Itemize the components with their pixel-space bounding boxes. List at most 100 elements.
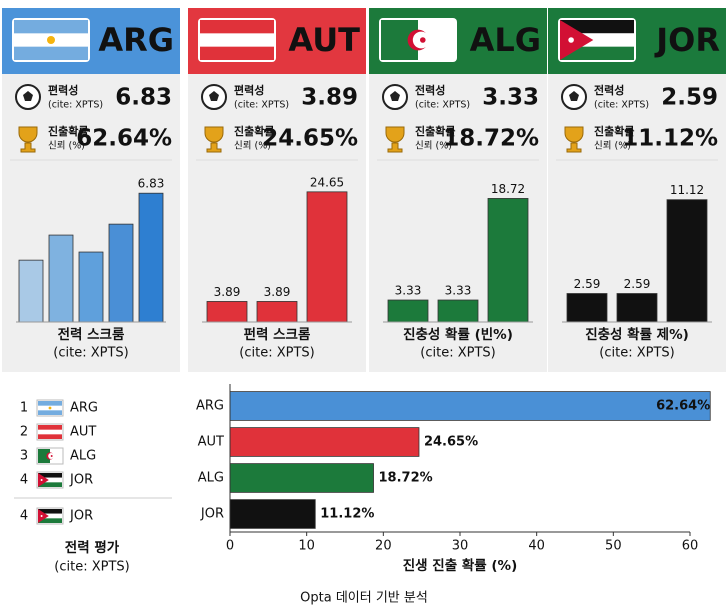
x-axis-label: 진생 진출 확률 (%) — [403, 557, 518, 574]
bar — [616, 293, 658, 323]
bar-value-label: 6.83 — [138, 177, 165, 191]
rank-number: 2 — [20, 425, 28, 440]
team-code: AUT — [288, 21, 360, 59]
team-code: ARG — [98, 21, 174, 59]
flag-star — [50, 455, 53, 457]
flag-star — [40, 479, 43, 481]
stat-label: 진출확률 — [415, 124, 455, 138]
x-tick-label: 40 — [528, 539, 545, 554]
stat-value: 3.89 — [301, 85, 358, 111]
rank-code: JOR — [69, 509, 93, 524]
bar — [437, 299, 479, 323]
bar — [108, 223, 134, 323]
stat-label: 진출확률 — [48, 124, 88, 138]
bar-value-label: 24.65 — [310, 175, 344, 189]
bar-value-label: 18.72 — [491, 182, 525, 196]
chart-title: 진충성 확률 제%) — [585, 326, 689, 343]
bar — [229, 463, 374, 493]
flag-sun — [47, 36, 55, 44]
stat-value: 24.65% — [262, 126, 358, 152]
stat-sub: 신뢰 (%) — [594, 141, 631, 152]
bar — [229, 427, 420, 457]
stat-sub: (cite: XPTS) — [594, 100, 649, 111]
flag-half — [38, 449, 50, 463]
chart-subtitle: (cite: XPTS) — [239, 346, 314, 361]
chart-title: 전력 스크룸 — [58, 326, 125, 343]
flag-stripe — [38, 509, 62, 514]
stat-value: 18.72% — [443, 126, 539, 152]
bar-value-label: 11.12% — [320, 507, 374, 522]
x-tick-label: 10 — [298, 539, 315, 554]
stat-sub: (cite: XPTS) — [234, 100, 289, 111]
rank-number: 4 — [20, 509, 28, 524]
stat-value: 11.12% — [622, 126, 718, 152]
x-tick-label: 60 — [682, 539, 699, 554]
flag-stripe — [38, 513, 62, 519]
chart-subtitle: (cite: XPTS) — [599, 346, 674, 361]
bar — [18, 259, 44, 323]
bar-value-label: 3.33 — [445, 284, 472, 298]
rank-number: 4 — [20, 473, 28, 488]
bar-value-label: 24.65% — [424, 435, 478, 450]
team-code: JOR — [654, 21, 720, 59]
bar — [306, 191, 348, 323]
flag-stripe — [38, 429, 62, 435]
bar — [206, 301, 248, 323]
flag-stripe — [38, 473, 62, 478]
ball-patch — [209, 91, 219, 101]
x-tick-label: 20 — [375, 539, 392, 554]
bar — [387, 299, 429, 323]
footer: Opta 데이터 기반 분석 — [300, 591, 428, 606]
stat-label: 전력성 — [415, 83, 445, 97]
stat-sub: (cite: XPTS) — [415, 100, 470, 111]
flag-triangle — [38, 473, 49, 487]
flag-triangle — [38, 509, 49, 523]
stat-label: 편력성 — [234, 83, 264, 97]
chart-subtitle: (cite: XPTS) — [420, 346, 495, 361]
flag-stripe — [38, 518, 62, 523]
x-tick-label: 30 — [452, 539, 469, 554]
bar-value-label: 62.64% — [656, 399, 710, 414]
flag-star — [40, 515, 43, 517]
y-tick-label: JOR — [200, 507, 224, 522]
ball-patch — [569, 91, 579, 101]
y-tick-label: ARG — [196, 399, 224, 414]
chart-title: 펀력 스크롬 — [244, 327, 311, 343]
stat-value: 3.33 — [482, 85, 539, 111]
rank-code: JOR — [69, 473, 93, 488]
flag-stripe — [38, 477, 62, 483]
y-tick-label: AUT — [198, 435, 224, 450]
stat-sub: (cite: XPTS) — [48, 100, 103, 111]
stat-sub: 신뢰 (%) — [234, 141, 271, 152]
bar — [566, 293, 608, 323]
rank-number: 1 — [20, 401, 28, 416]
rank-code: ALG — [70, 449, 96, 464]
flag-stripe — [38, 482, 62, 487]
bar-value-label: 3.89 — [214, 285, 241, 299]
stat-label: 편력성 — [48, 83, 78, 97]
bar — [78, 251, 104, 323]
bar-value-label: 3.89 — [264, 285, 291, 299]
stat-label: 진출확률 — [234, 124, 274, 138]
bar — [138, 192, 164, 323]
ball-patch — [390, 91, 400, 101]
stat-value: 62.64% — [76, 126, 172, 152]
flag-stripe — [560, 20, 634, 34]
stat-value: 2.59 — [661, 85, 718, 111]
stat-sub: 신뢰 (%) — [48, 141, 85, 152]
chart-subtitle: (cite: XPTS) — [53, 346, 128, 361]
ranking-title: 전력 평가 — [65, 539, 120, 556]
flag-stripe — [560, 46, 634, 60]
chart-title: 진충성 확률 (빈%) — [403, 326, 513, 343]
bar — [256, 301, 298, 323]
rank-code: AUT — [70, 425, 96, 440]
stat-label: 진출확률 — [594, 124, 634, 138]
bar-value-label: 2.59 — [574, 277, 601, 291]
trophy-icon — [204, 126, 224, 153]
bar-value-label: 2.59 — [624, 277, 651, 291]
y-tick-label: ALG — [198, 471, 224, 486]
trophy-icon — [564, 126, 584, 153]
stat-value: 6.83 — [115, 85, 172, 111]
bar — [48, 234, 74, 323]
